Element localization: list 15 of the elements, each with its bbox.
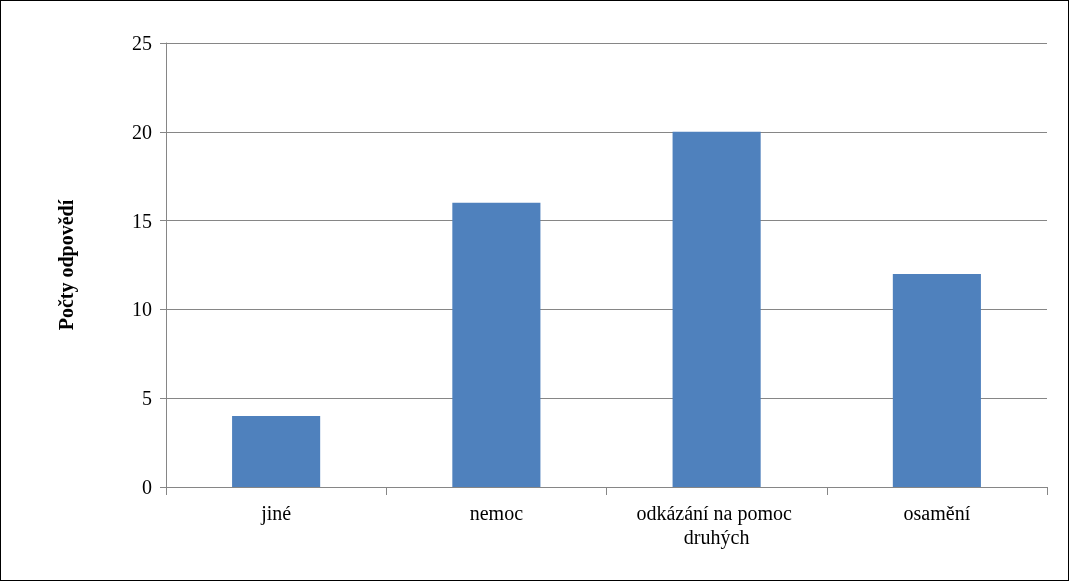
x-tick-label: odkázání na pomoc druhých <box>636 502 797 549</box>
y-tick-label: 25 <box>132 32 152 54</box>
y-tick-label: 15 <box>132 209 152 232</box>
y-tick-label: 20 <box>132 120 152 143</box>
x-tick-label: osamění <box>903 502 971 524</box>
x-tick-label: jiné <box>260 502 292 525</box>
y-tick-label: 10 <box>132 298 152 321</box>
bar <box>892 273 981 487</box>
bar <box>672 131 761 487</box>
bar <box>452 202 541 487</box>
y-axis-title: Počty odpovědí <box>55 199 78 331</box>
y-tick-label: 0 <box>142 476 152 498</box>
x-tick-label: nemoc <box>469 502 524 524</box>
y-tick-label: 5 <box>142 387 152 410</box>
bar <box>232 415 321 487</box>
